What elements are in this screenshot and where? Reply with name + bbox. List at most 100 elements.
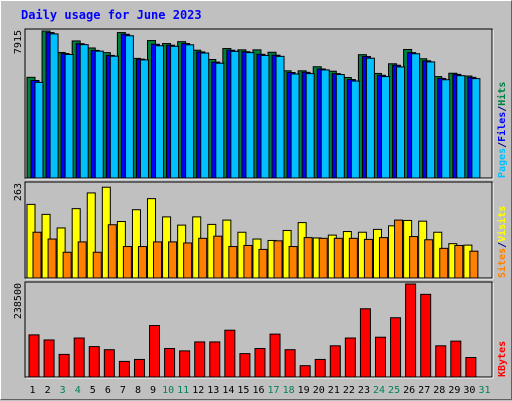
bar-pages	[380, 76, 390, 179]
bar-kbytes	[43, 339, 55, 378]
bar-pages	[109, 55, 119, 179]
bar-visits	[147, 198, 157, 279]
bar-kbytes	[28, 334, 40, 378]
day-label: 10	[162, 385, 174, 396]
bar-sites	[243, 244, 253, 279]
bar-pages	[49, 33, 59, 179]
bar-visits	[86, 192, 96, 279]
day-label: 24	[373, 385, 385, 396]
bar-kbytes	[299, 365, 311, 378]
bar-sites	[318, 237, 328, 279]
bar-sites	[137, 246, 147, 279]
day-label: 22	[343, 385, 355, 396]
day-label: 25	[388, 385, 400, 396]
bar-sites	[153, 241, 163, 279]
bar-pages	[275, 55, 285, 179]
bar-pages	[230, 50, 240, 179]
day-label: 31	[478, 385, 490, 396]
bar-sites	[77, 241, 87, 279]
bar-pages	[79, 44, 89, 179]
day-label: 9	[150, 385, 156, 396]
bar-sites	[303, 237, 313, 279]
bar-kbytes	[224, 329, 236, 378]
bar-kbytes	[239, 353, 251, 378]
bar-pages	[471, 78, 481, 179]
day-label: 28	[433, 385, 445, 396]
bar-pages	[94, 50, 104, 179]
bar-visits	[131, 209, 141, 279]
day-label: 11	[177, 385, 189, 396]
legend-item: Files	[496, 112, 508, 142]
axis-max-label: 7915	[13, 30, 24, 54]
bar-pages	[139, 59, 149, 179]
day-label: 19	[298, 385, 310, 396]
bar-kbytes	[465, 357, 477, 378]
bar-pages	[396, 66, 406, 179]
legend-item: Hits	[496, 82, 508, 106]
day-label: 16	[252, 385, 264, 396]
day-label: 21	[328, 385, 340, 396]
bar-sites	[348, 237, 358, 279]
bar-kbytes	[164, 348, 176, 378]
day-label: 2	[45, 385, 51, 396]
bar-sites	[273, 240, 283, 279]
day-label: 30	[463, 385, 475, 396]
day-label: 26	[403, 385, 415, 396]
bar-kbytes	[420, 293, 432, 378]
bar-sites	[92, 251, 102, 279]
bar-kbytes	[390, 317, 402, 378]
bar-sites	[168, 241, 178, 279]
bar-kbytes	[118, 360, 130, 378]
day-label: 14	[222, 385, 234, 396]
bar-pages	[64, 53, 74, 179]
day-label: 4	[75, 385, 81, 396]
bar-sites	[198, 237, 208, 279]
legend-item: /	[497, 242, 508, 248]
bar-kbytes	[73, 337, 85, 378]
bar-kbytes	[359, 308, 371, 378]
bar-sites	[213, 235, 223, 279]
bar-sites	[183, 242, 193, 279]
day-label: 23	[358, 385, 370, 396]
day-label: 12	[192, 385, 204, 396]
bar-sites	[378, 237, 388, 279]
bar-kbytes	[329, 345, 341, 378]
bar-pages	[245, 52, 255, 179]
day-label: 13	[207, 385, 219, 396]
legend-item: KBytes	[497, 341, 508, 377]
bar-sites	[409, 236, 419, 279]
legend-visits-sites: Sites/Visits	[496, 206, 508, 278]
axis-max-label: 238500	[13, 283, 24, 319]
bar-kbytes	[344, 337, 356, 378]
bar-kbytes	[133, 358, 145, 378]
bar-sites	[32, 231, 42, 279]
legend-kbytes: KBytes	[497, 341, 508, 377]
bar-pages	[411, 53, 421, 179]
bar-sites	[122, 246, 132, 279]
bar-kbytes	[284, 349, 296, 378]
bar-kbytes	[405, 283, 417, 378]
bar-sites	[107, 224, 117, 279]
bar-pages	[290, 73, 300, 179]
legend-item: /	[497, 142, 508, 148]
bar-sites	[439, 247, 449, 279]
bar-sites	[424, 239, 434, 279]
bar-kbytes	[103, 349, 115, 378]
axis-max-label: 263	[13, 183, 24, 201]
bar-pages	[124, 35, 134, 179]
bar-sites	[469, 250, 479, 279]
day-label: 27	[418, 385, 430, 396]
bar-kbytes	[88, 346, 100, 378]
bar-pages	[170, 45, 180, 179]
legend-item: Visits	[496, 206, 508, 242]
day-label: 3	[60, 385, 66, 396]
day-label: 6	[105, 385, 111, 396]
bar-pages	[155, 45, 165, 179]
legend-pages-files-hits: Pages/Files/Hits	[496, 82, 508, 178]
bar-sites	[62, 251, 72, 279]
bar-pages	[426, 61, 436, 179]
bar-kbytes	[435, 345, 447, 378]
bar-sites	[288, 246, 298, 279]
day-label: 7	[120, 385, 126, 396]
